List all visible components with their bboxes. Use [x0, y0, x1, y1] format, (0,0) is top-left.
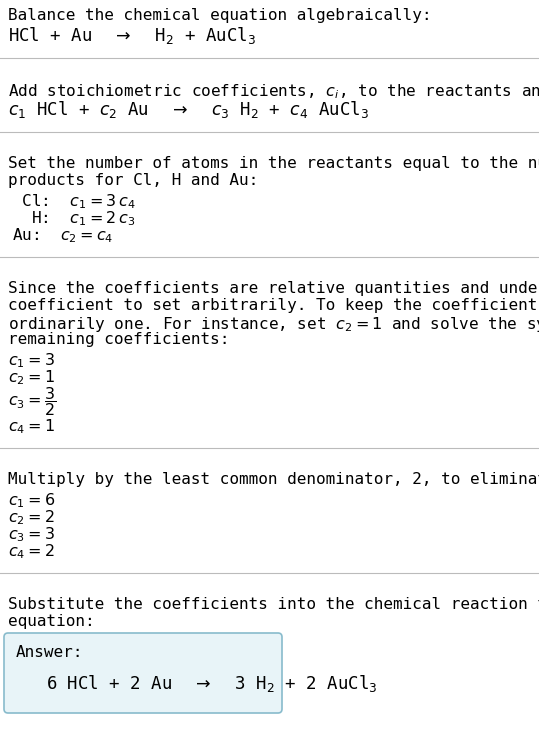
Text: Set the number of atoms in the reactants equal to the number of atoms in the: Set the number of atoms in the reactants…: [8, 156, 539, 171]
Text: ordinarily one. For instance, set $c_2 = 1$ and solve the system of equations fo: ordinarily one. For instance, set $c_2 =…: [8, 315, 539, 334]
Text: HCl + Au  $\rightarrow$  H$_2$ + AuCl$_3$: HCl + Au $\rightarrow$ H$_2$ + AuCl$_3$: [8, 25, 256, 46]
Text: 6 HCl + 2 Au  $\rightarrow$  3 H$_2$ + 2 AuCl$_3$: 6 HCl + 2 Au $\rightarrow$ 3 H$_2$ + 2 A…: [46, 673, 377, 694]
Text: Balance the chemical equation algebraically:: Balance the chemical equation algebraica…: [8, 8, 432, 23]
Text: $c_1 = 6$: $c_1 = 6$: [8, 491, 55, 510]
Text: Substitute the coefficients into the chemical reaction to obtain the balanced: Substitute the coefficients into the che…: [8, 597, 539, 612]
Text: $c_4 = 2$: $c_4 = 2$: [8, 542, 54, 561]
Text: Multiply by the least common denominator, 2, to eliminate fractional coefficient: Multiply by the least common denominator…: [8, 472, 539, 487]
Text: Since the coefficients are relative quantities and underdetermined, choose a: Since the coefficients are relative quan…: [8, 281, 539, 296]
Text: Answer:: Answer:: [16, 645, 84, 660]
Text: products for Cl, H and Au:: products for Cl, H and Au:: [8, 173, 258, 188]
Text: equation:: equation:: [8, 614, 95, 629]
Text: $c_1 = 3$: $c_1 = 3$: [8, 351, 55, 370]
Text: $c_3 = 3$: $c_3 = 3$: [8, 525, 55, 544]
Text: Cl:  $c_1 = 3\,c_4$: Cl: $c_1 = 3\,c_4$: [12, 192, 136, 211]
Text: remaining coefficients:: remaining coefficients:: [8, 332, 230, 347]
Text: $c_4 = 1$: $c_4 = 1$: [8, 417, 55, 435]
Text: $c_2 = 1$: $c_2 = 1$: [8, 368, 55, 387]
Text: $c_1$ HCl + $c_2$ Au  $\rightarrow$  $c_3$ H$_2$ + $c_4$ AuCl$_3$: $c_1$ HCl + $c_2$ Au $\rightarrow$ $c_3$…: [8, 99, 369, 120]
Text: coefficient to set arbitrarily. To keep the coefficients small, the arbitrary va: coefficient to set arbitrarily. To keep …: [8, 298, 539, 313]
Text: Add stoichiometric coefficients, $c_i$, to the reactants and products:: Add stoichiometric coefficients, $c_i$, …: [8, 82, 539, 101]
Text: H:  $c_1 = 2\,c_3$: H: $c_1 = 2\,c_3$: [12, 209, 135, 228]
Text: Au:  $c_2 = c_4$: Au: $c_2 = c_4$: [12, 226, 113, 244]
Text: $c_3 = \dfrac{3}{2}$: $c_3 = \dfrac{3}{2}$: [8, 385, 56, 418]
Text: $c_2 = 2$: $c_2 = 2$: [8, 508, 54, 526]
FancyBboxPatch shape: [4, 633, 282, 713]
